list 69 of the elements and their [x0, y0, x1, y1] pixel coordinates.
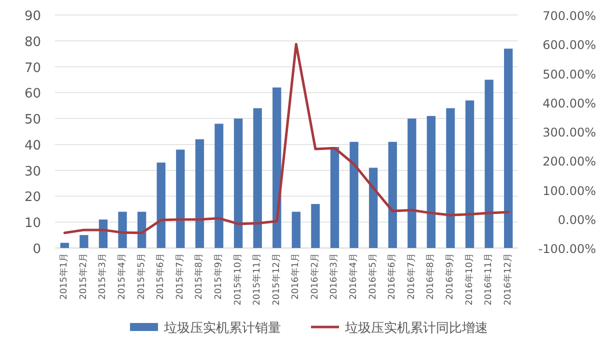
- x-tick-label: 2016年10月: [464, 253, 475, 306]
- bar: [350, 142, 358, 248]
- bar: [368, 168, 378, 248]
- bar: [408, 118, 416, 248]
- x-tick-label: 2015年6月: [155, 253, 166, 300]
- legend-label: 垃圾压实机累计同比增速: [344, 321, 488, 336]
- x-tick-label: 2016年8月: [425, 253, 436, 300]
- bar: [484, 80, 494, 248]
- y2-tick-label: 100.00%: [542, 184, 596, 198]
- x-tick-label: 2016年4月: [348, 253, 360, 300]
- x-tick-label: 2015年4月: [116, 253, 128, 300]
- x-tick-label: 2016年5月: [367, 253, 378, 300]
- y-tick-label: 20: [24, 190, 41, 206]
- x-tick-label: 2016年6月: [386, 253, 398, 300]
- y2-tick-label: 600.00%: [542, 38, 596, 52]
- x-tick-label: 2016年3月: [328, 253, 340, 300]
- bar: [388, 142, 397, 248]
- y2-tick-label: 400.00%: [542, 96, 596, 110]
- x-tick-label: 2016年1月: [290, 253, 302, 300]
- bar: [504, 48, 513, 248]
- y-tick-label: 10: [24, 216, 41, 232]
- y2-tick-label: 0.00%: [558, 212, 596, 227]
- bar: [426, 116, 436, 248]
- y-tick-label: 60: [24, 86, 41, 102]
- x-tick-label: 2016年2月: [309, 253, 320, 300]
- y2-tick-label: -100.00%: [538, 242, 596, 256]
- bar: [80, 235, 88, 248]
- y-tick-label: 30: [24, 164, 41, 180]
- y-tick-label: 50: [24, 112, 41, 128]
- x-tick-label: 2015年3月: [97, 253, 108, 300]
- y2-tick-label: 700.00%: [542, 9, 596, 23]
- bar: [234, 118, 243, 248]
- legend-label: 垃圾压实机累计销量: [163, 321, 281, 336]
- bar: [446, 108, 455, 248]
- x-tick-label: 2015年2月: [78, 253, 89, 300]
- x-tick-label: 2015年5月: [136, 253, 147, 300]
- bar: [195, 139, 204, 248]
- y-tick-label: 40: [24, 138, 41, 154]
- line-series: [63, 42, 510, 234]
- bar: [156, 162, 166, 248]
- y-tick-label: 0: [32, 242, 41, 257]
- x-tick-label: 2016年9月: [444, 253, 456, 300]
- x-tick-label: 2015年9月: [212, 253, 224, 300]
- y-tick-label: 80: [24, 34, 41, 50]
- x-tick-label: 2015年8月: [194, 253, 205, 300]
- x-tick-label: 2015年12月: [270, 253, 282, 306]
- x-tick-label: 2015年1月: [58, 253, 70, 300]
- y2-tick-label: 200.00%: [542, 154, 596, 169]
- bar: [311, 204, 320, 248]
- bar: [176, 150, 185, 248]
- x-tick-label: 2016年7月: [406, 253, 417, 300]
- y2-tick-label: 500.00%: [542, 67, 596, 82]
- x-tick-label: 2016年12月: [502, 253, 514, 306]
- y-tick-label: 90: [24, 9, 41, 24]
- x-tick-label: 2015年10月: [232, 253, 244, 306]
- bar: [137, 212, 146, 248]
- bar: [118, 212, 127, 248]
- y-tick-label: 70: [24, 60, 41, 76]
- bar: [292, 212, 300, 248]
- bar: [330, 147, 340, 248]
- bar: [272, 87, 282, 248]
- bar: [214, 124, 224, 248]
- y2-tick-label: 300.00%: [542, 126, 596, 140]
- bar: [465, 100, 474, 248]
- bar: [253, 108, 262, 248]
- x-tick-label: 2016年11月: [483, 253, 494, 306]
- x-tick-label: 2015年7月: [174, 253, 186, 300]
- bar: [60, 242, 69, 248]
- x-tick-label: 2015年11月: [252, 253, 263, 306]
